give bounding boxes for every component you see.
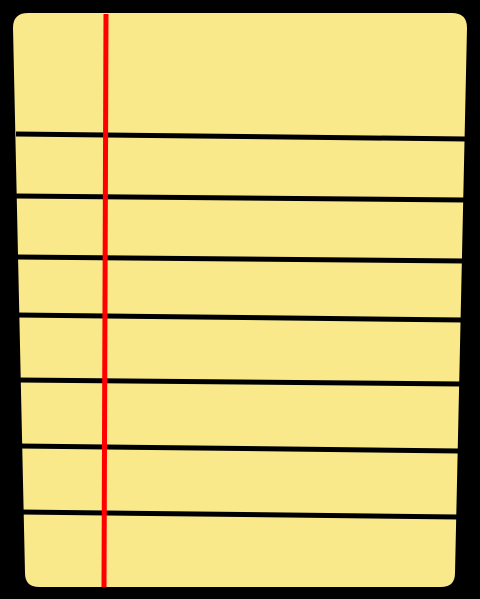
ruled-line	[15, 193, 466, 203]
ruled-line	[15, 131, 467, 142]
ruled-line	[16, 312, 464, 323]
ruled-lines	[15, 131, 467, 520]
paper-sheet	[12, 12, 468, 588]
paper-outline	[10, 11, 470, 589]
ruled-line	[16, 254, 465, 264]
ruled-line	[19, 509, 459, 520]
ruled-line	[17, 377, 462, 387]
margin-line	[101, 13, 109, 588]
ruled-line	[18, 443, 460, 454]
